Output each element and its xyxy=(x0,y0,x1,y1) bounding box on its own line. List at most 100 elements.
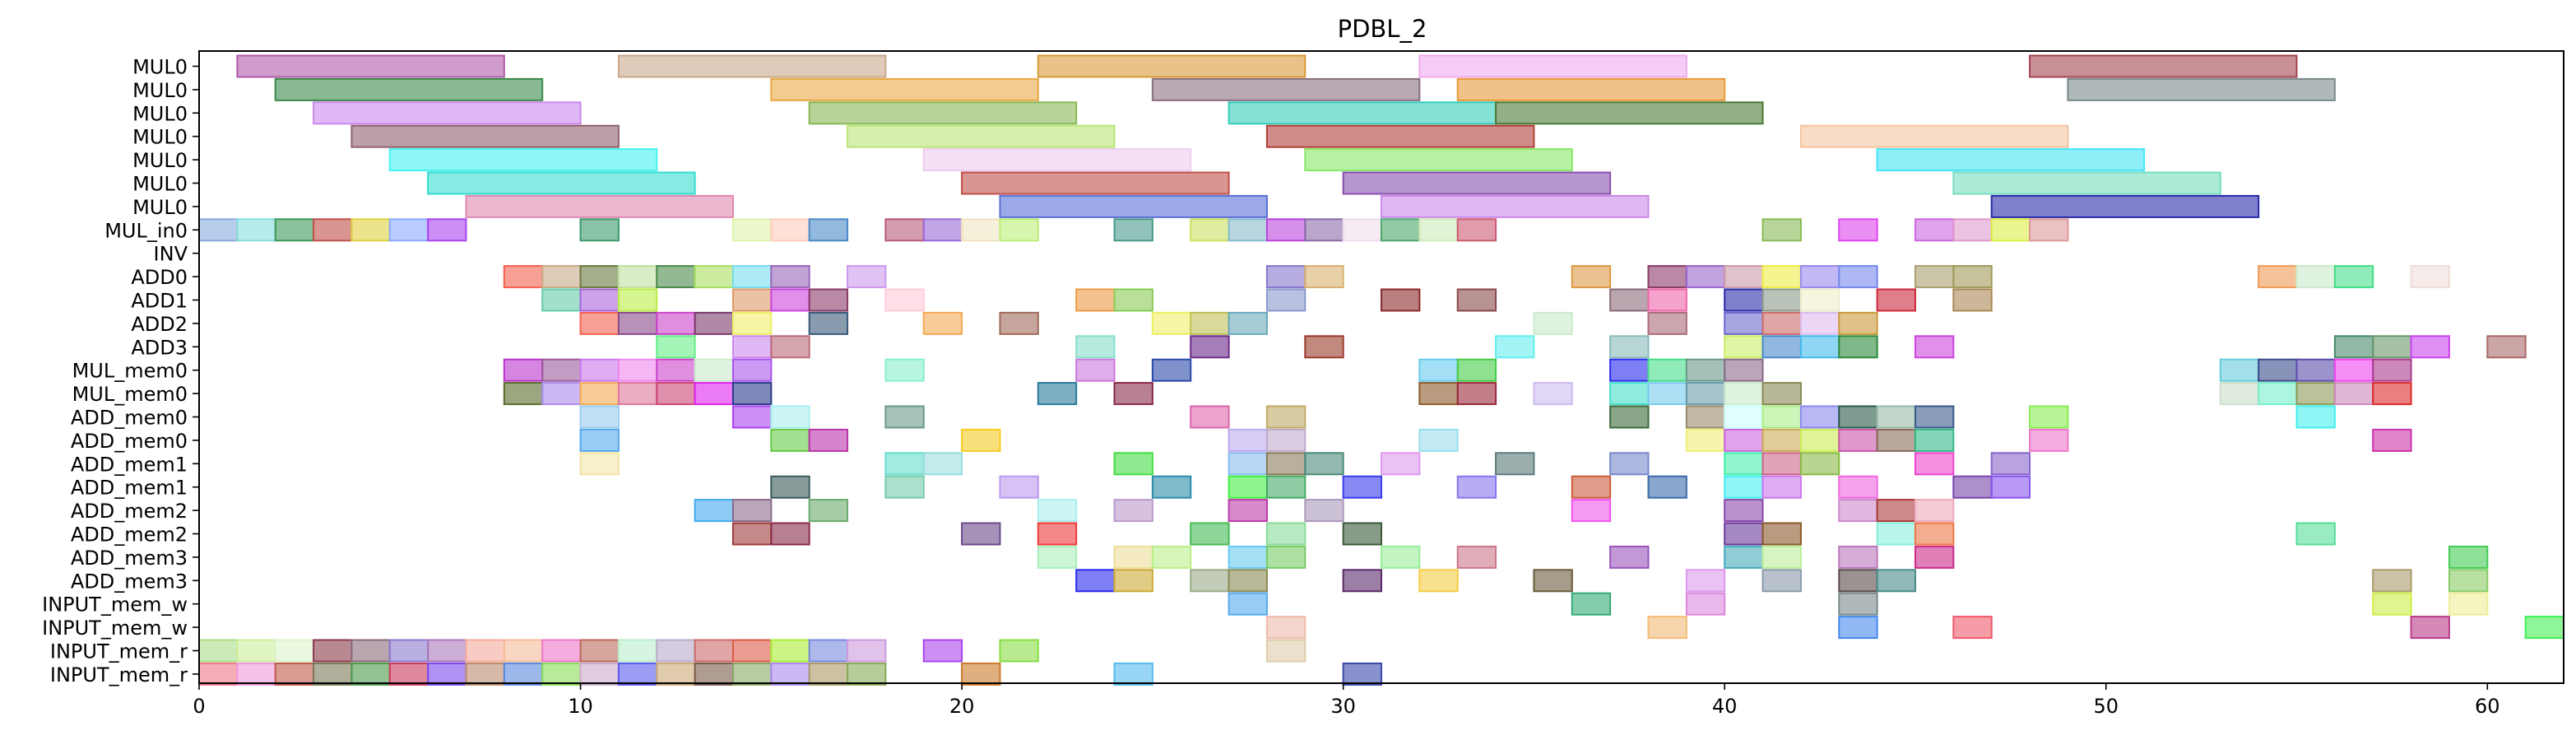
task-bar xyxy=(1724,382,1764,406)
task-bar xyxy=(2372,335,2412,359)
task-bar xyxy=(1342,569,1382,593)
task-bar xyxy=(1799,288,1840,312)
task-bar xyxy=(1724,265,1764,289)
task-bar xyxy=(617,265,658,289)
task-bar xyxy=(2333,358,2374,382)
task-bar xyxy=(1342,662,1382,686)
task-bar xyxy=(350,639,391,663)
task-bar xyxy=(656,358,696,382)
task-bar xyxy=(1838,499,1878,523)
task-bar xyxy=(1952,218,1993,242)
task-bar xyxy=(694,662,734,686)
task-bar xyxy=(1799,311,1840,335)
task-bar xyxy=(656,382,696,406)
task-bar xyxy=(694,499,734,523)
task-bar xyxy=(1418,54,1687,78)
task-bar xyxy=(1838,265,1878,289)
task-bar xyxy=(1265,405,1307,429)
y-tick-label: ADD_mem0 xyxy=(71,430,188,453)
task-bar xyxy=(1228,592,1268,616)
task-bar xyxy=(961,171,1230,195)
task-bar xyxy=(884,405,925,429)
task-bar xyxy=(1571,475,1612,499)
task-bar xyxy=(770,335,810,359)
task-bar xyxy=(884,218,925,242)
y-tick-label: MUL0 xyxy=(132,149,188,172)
task-bar xyxy=(884,358,925,382)
task-bar xyxy=(1609,382,1650,406)
y-axis-ticks: MUL0MUL0MUL0MUL0MUL0MUL0MUL0MUL_in0INVAD… xyxy=(42,56,199,686)
task-bar xyxy=(1113,499,1153,523)
task-bars xyxy=(198,54,2565,686)
task-bar xyxy=(1761,382,1802,406)
task-bar xyxy=(1761,218,1802,242)
task-bar xyxy=(1113,382,1153,406)
task-bar xyxy=(1914,499,1955,523)
task-bar xyxy=(1304,452,1344,476)
task-bar xyxy=(731,335,773,359)
task-bar xyxy=(1647,288,1687,312)
task-bar xyxy=(1037,545,1078,569)
task-bar xyxy=(2067,77,2336,101)
task-bar xyxy=(1761,428,1802,452)
task-bar xyxy=(1304,148,1573,172)
y-tick-label: ADD1 xyxy=(131,290,188,313)
task-bar xyxy=(2295,522,2336,546)
task-bar xyxy=(2029,54,2298,78)
task-bar xyxy=(1418,218,1459,242)
task-bar xyxy=(1914,265,1955,289)
task-bar xyxy=(198,639,239,663)
task-bar xyxy=(1952,171,2221,195)
task-bar xyxy=(808,428,849,452)
task-bar xyxy=(313,101,582,125)
task-bar xyxy=(1685,569,1726,593)
task-bar xyxy=(1724,452,1764,476)
task-bar xyxy=(1037,522,1078,546)
task-bar xyxy=(922,218,963,242)
task-bar xyxy=(1571,592,1612,616)
task-bar xyxy=(1228,311,1268,335)
task-bar xyxy=(1838,475,1878,499)
task-bar xyxy=(731,662,773,686)
task-bar xyxy=(1151,545,1192,569)
task-bar xyxy=(1037,499,1078,523)
task-bar xyxy=(1190,311,1230,335)
task-bar xyxy=(2295,265,2336,289)
task-bar xyxy=(1647,616,1687,640)
task-bar xyxy=(2372,358,2412,382)
task-bar xyxy=(731,639,773,663)
task-bar xyxy=(1876,428,1916,452)
y-tick-label: MUL0 xyxy=(132,173,188,196)
task-bar xyxy=(884,475,925,499)
task-bar xyxy=(198,218,239,242)
task-bar xyxy=(1838,545,1878,569)
task-bar xyxy=(1724,475,1764,499)
y-tick-label: ADD_mem2 xyxy=(71,524,188,547)
task-bar xyxy=(1952,616,1993,640)
task-bar xyxy=(770,639,810,663)
task-bar xyxy=(808,662,849,686)
task-bar xyxy=(503,639,544,663)
task-bar xyxy=(388,639,429,663)
task-bar xyxy=(2333,382,2374,406)
task-bar xyxy=(1876,288,1916,312)
task-bar xyxy=(1190,522,1230,546)
task-bar xyxy=(694,358,734,382)
task-bar xyxy=(1799,452,1840,476)
y-tick-label: MUL0 xyxy=(132,102,188,125)
task-bar xyxy=(350,218,391,242)
task-bar xyxy=(808,639,849,663)
task-bar xyxy=(236,54,505,78)
y-tick-label: ADD_mem3 xyxy=(71,570,188,593)
task-bar xyxy=(656,265,696,289)
task-bar xyxy=(617,358,658,382)
task-bar xyxy=(2295,405,2336,429)
y-tick-label: MUL0 xyxy=(132,126,188,149)
task-bar xyxy=(1799,124,2069,148)
task-bar xyxy=(388,218,429,242)
task-bar xyxy=(1685,265,1726,289)
task-bar xyxy=(1990,475,2031,499)
task-bar xyxy=(2219,382,2260,406)
x-tick-label: 30 xyxy=(1330,695,1356,718)
task-bar xyxy=(656,639,696,663)
